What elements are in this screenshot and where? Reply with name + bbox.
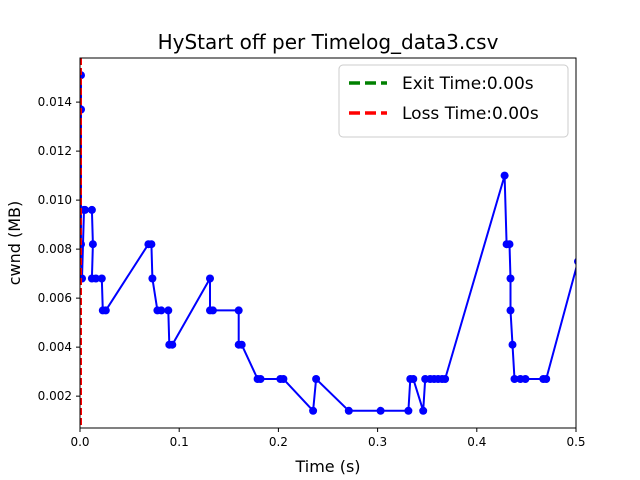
y-tick-label: 0.004 — [38, 340, 72, 354]
data-point — [506, 306, 515, 315]
data-point — [168, 340, 177, 349]
x-tick-label: 0.0 — [70, 435, 89, 449]
data-point — [279, 375, 288, 383]
legend: Exit Time:0.00s Loss Time:0.00s — [338, 64, 569, 138]
data-point — [164, 306, 173, 315]
data-point — [409, 375, 418, 383]
x-tick-label: 0.2 — [269, 435, 288, 449]
data-point — [505, 240, 514, 249]
x-tick-label: 0.1 — [170, 435, 189, 449]
y-tick-label: 0.008 — [38, 242, 72, 256]
x-tick-label: 0.4 — [467, 435, 486, 449]
data-point — [508, 340, 517, 349]
data-point — [87, 205, 96, 214]
data-point — [97, 274, 106, 283]
data-point — [237, 340, 246, 349]
data-point — [234, 306, 243, 315]
data-point — [344, 406, 353, 415]
data-point — [521, 375, 530, 383]
axes-ticks: 0.0 0.1 0.2 0.3 0.4 0.5 0.002 0.004 0.006 0.008 0.… — [38, 95, 586, 449]
data-point — [441, 375, 450, 383]
data-point — [256, 375, 265, 383]
data-point — [206, 274, 214, 283]
data-point — [81, 205, 89, 214]
x-tick-label: 0.5 — [566, 435, 585, 449]
data-point — [91, 274, 100, 283]
legend-label: Loss Time:0.00s — [402, 104, 539, 124]
x-tick-label: 0.3 — [368, 435, 387, 449]
x-axis-label: Time (s) — [294, 457, 360, 476]
data-point — [419, 406, 428, 415]
data-point — [500, 171, 509, 180]
plot-frame — [79, 57, 577, 429]
data-point — [506, 274, 515, 283]
data-point — [542, 375, 551, 383]
chart-title: HyStart off per Timelog_data3.csv — [158, 30, 499, 54]
legend-box — [338, 64, 569, 138]
y-axis-label: cwnd (MB) — [5, 201, 24, 286]
data-point — [147, 240, 156, 249]
legend-label: Exit Time:0.00s — [402, 74, 534, 94]
y-tick-label: 0.014 — [38, 95, 72, 109]
data-point — [88, 240, 97, 249]
data-point — [101, 306, 110, 315]
y-tick-label: 0.012 — [38, 144, 72, 158]
data-point — [376, 406, 385, 415]
y-tick-label: 0.010 — [38, 193, 72, 207]
y-tick-label: 0.006 — [38, 291, 72, 305]
data-point — [148, 274, 157, 283]
y-tick-label: 0.002 — [38, 389, 72, 403]
data-point — [510, 375, 519, 383]
data-point — [312, 375, 321, 383]
data-point — [157, 306, 166, 315]
data-point — [309, 406, 318, 415]
data-point — [208, 306, 217, 315]
plot-area — [80, 58, 576, 428]
data-point — [404, 406, 413, 415]
